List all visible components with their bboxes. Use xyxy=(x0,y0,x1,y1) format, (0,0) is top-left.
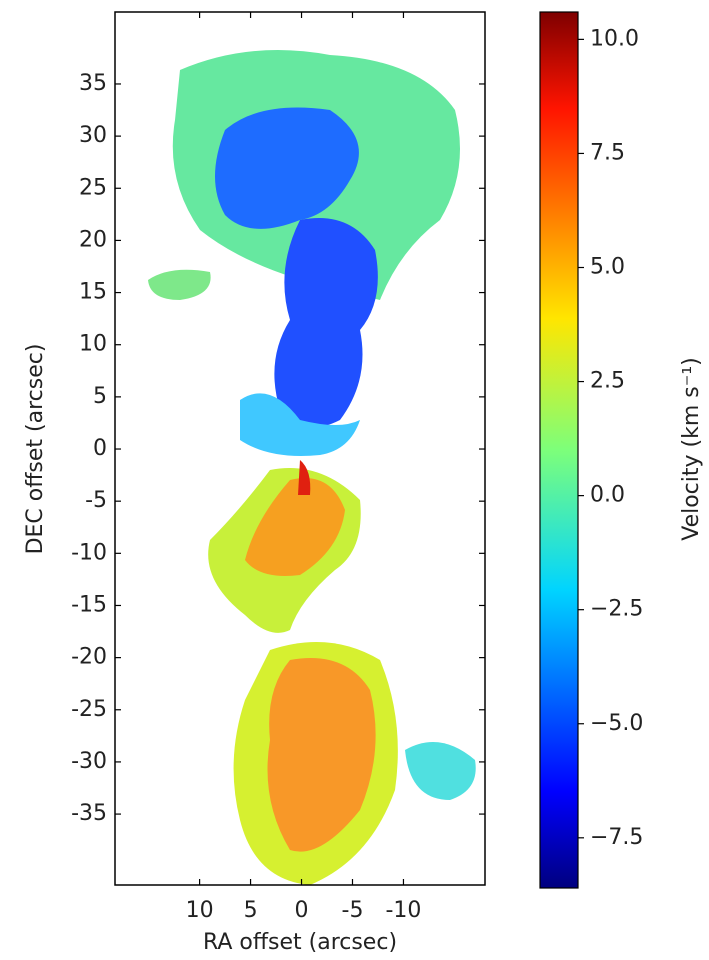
colorbar-tick-label: 0.0 xyxy=(590,483,625,508)
colorbar-tick-label: 2.5 xyxy=(590,369,625,394)
x-tick-label: -10 xyxy=(385,898,421,923)
y-tick-label: -5 xyxy=(85,488,107,513)
map-region xyxy=(405,742,476,800)
y-tick-label: -25 xyxy=(71,697,107,722)
colorbar-tick-label: −7.5 xyxy=(590,825,643,850)
colorbar-tick-label: −5.0 xyxy=(590,711,643,736)
map-region xyxy=(274,218,378,428)
y-tick-label: -20 xyxy=(71,645,107,670)
y-tick-label: 10 xyxy=(79,332,107,357)
y-tick-label: 0 xyxy=(93,436,107,461)
y-tick-label: 30 xyxy=(79,123,107,148)
colorbar-tick-label: −2.5 xyxy=(590,597,643,622)
y-tick-label: 25 xyxy=(79,175,107,200)
map-region xyxy=(240,393,360,456)
y-axis-label: DEC offset (arcsec) xyxy=(23,344,48,555)
velocity-map xyxy=(148,50,476,885)
y-tick-label: -15 xyxy=(71,592,107,617)
colorbar-tick-label: 10.0 xyxy=(590,26,639,51)
colorbar-tick-label: 7.5 xyxy=(590,140,625,165)
y-tick-label: 5 xyxy=(93,384,107,409)
y-tick-label: 15 xyxy=(79,280,107,305)
map-region xyxy=(267,658,376,852)
y-tick-label: 35 xyxy=(79,71,107,96)
x-tick-label: -5 xyxy=(342,898,364,923)
y-tick-label: -10 xyxy=(71,540,107,565)
y-tick-label: -30 xyxy=(71,749,107,774)
x-axis-label: RA offset (arcsec) xyxy=(203,930,397,955)
colorbar-tick-label: 5.0 xyxy=(590,255,625,280)
y-tick-label: 20 xyxy=(79,227,107,252)
y-tick-label: -35 xyxy=(71,801,107,826)
x-tick-label: 5 xyxy=(244,898,258,923)
x-tick-label: 0 xyxy=(295,898,309,923)
colorbar-label: Velocity (km s⁻¹) xyxy=(679,357,704,541)
colorbar xyxy=(539,11,579,889)
map-region xyxy=(298,460,311,495)
map-region xyxy=(215,107,359,229)
map-region xyxy=(245,478,345,576)
map-region xyxy=(148,269,211,300)
x-tick-label: 10 xyxy=(186,898,214,923)
